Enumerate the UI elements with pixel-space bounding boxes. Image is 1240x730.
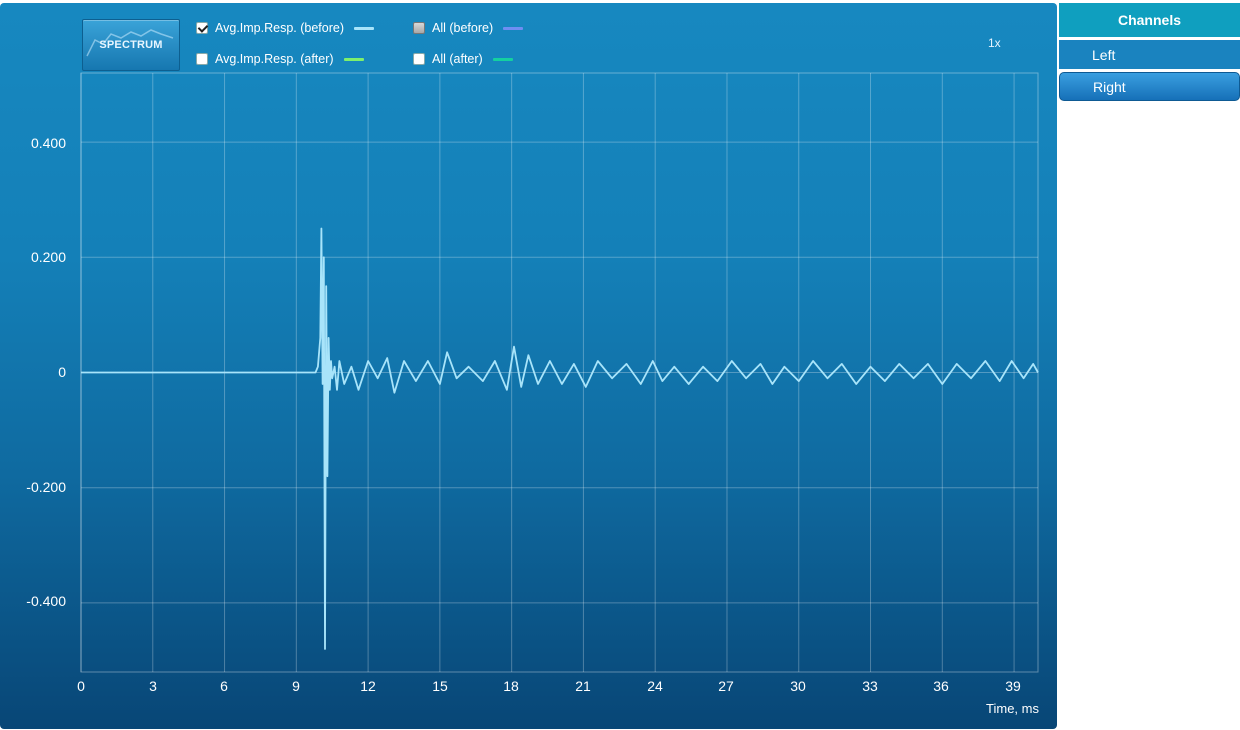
all-after-color-swatch bbox=[492, 57, 513, 61]
series-line-avg-before bbox=[81, 227, 1039, 650]
avg-before-checkbox[interactable] bbox=[196, 22, 208, 34]
avg-after-color-swatch bbox=[343, 57, 364, 61]
spectrum-thumbnail-icon bbox=[86, 29, 174, 57]
x-tick-label: 12 bbox=[360, 678, 376, 694]
chart-panel: SPECTRUM Avg.Imp.Resp. (before) All (bef… bbox=[0, 3, 1057, 729]
channels-header: Channels bbox=[1059, 3, 1240, 37]
legend-avg-after-label: Avg.Imp.Resp. (after) bbox=[215, 52, 334, 66]
impulse-response-plot bbox=[80, 72, 1039, 673]
avg-before-color-swatch bbox=[354, 26, 374, 30]
all-after-checkbox[interactable] bbox=[413, 53, 425, 65]
y-tick-label: 0.200 bbox=[30, 249, 66, 265]
x-tick-label: 33 bbox=[862, 678, 878, 694]
x-tick-label: 3 bbox=[149, 678, 157, 694]
channels-panel: Channels Left Right bbox=[1059, 3, 1240, 101]
x-tick-label: 18 bbox=[503, 678, 519, 694]
all-before-color-swatch bbox=[503, 26, 524, 30]
y-tick-label: 0 bbox=[58, 364, 66, 380]
x-tick-label: 0 bbox=[77, 678, 85, 694]
x-tick-label: 36 bbox=[933, 678, 949, 694]
x-tick-label: 21 bbox=[575, 678, 591, 694]
x-tick-label: 39 bbox=[1005, 678, 1021, 694]
zoom-level[interactable]: 1x bbox=[988, 36, 1001, 50]
legend-all-after-label: All (after) bbox=[432, 52, 483, 66]
x-tick-label: 15 bbox=[432, 678, 448, 694]
legend-avg-before-label: Avg.Imp.Resp. (before) bbox=[215, 21, 344, 35]
legend-avg-before[interactable]: Avg.Imp.Resp. (before) bbox=[196, 20, 374, 36]
x-tick-label: 9 bbox=[292, 678, 300, 694]
spectrum-button[interactable]: SPECTRUM bbox=[82, 19, 180, 71]
x-axis-label: Time, ms bbox=[986, 701, 1039, 716]
x-tick-label: 24 bbox=[647, 678, 663, 694]
legend-all-before-label: All (before) bbox=[432, 21, 494, 35]
x-tick-label: 27 bbox=[718, 678, 734, 694]
y-tick-label: 0.400 bbox=[30, 135, 66, 151]
x-tick-label: 6 bbox=[220, 678, 228, 694]
y-tick-label: -0.400 bbox=[26, 593, 66, 609]
avg-after-checkbox[interactable] bbox=[196, 53, 208, 65]
spectrum-button-label: SPECTRUM bbox=[99, 39, 163, 51]
y-tick-label: -0.200 bbox=[26, 479, 66, 495]
all-before-checkbox[interactable] bbox=[413, 22, 425, 34]
x-tick-label: 30 bbox=[790, 678, 806, 694]
channel-item-right[interactable]: Right bbox=[1059, 72, 1240, 101]
channel-item-left[interactable]: Left bbox=[1059, 40, 1240, 69]
legend-avg-after[interactable]: Avg.Imp.Resp. (after) bbox=[196, 51, 364, 67]
legend-all-before[interactable]: All (before) bbox=[413, 20, 524, 36]
legend-all-after[interactable]: All (after) bbox=[413, 51, 513, 67]
